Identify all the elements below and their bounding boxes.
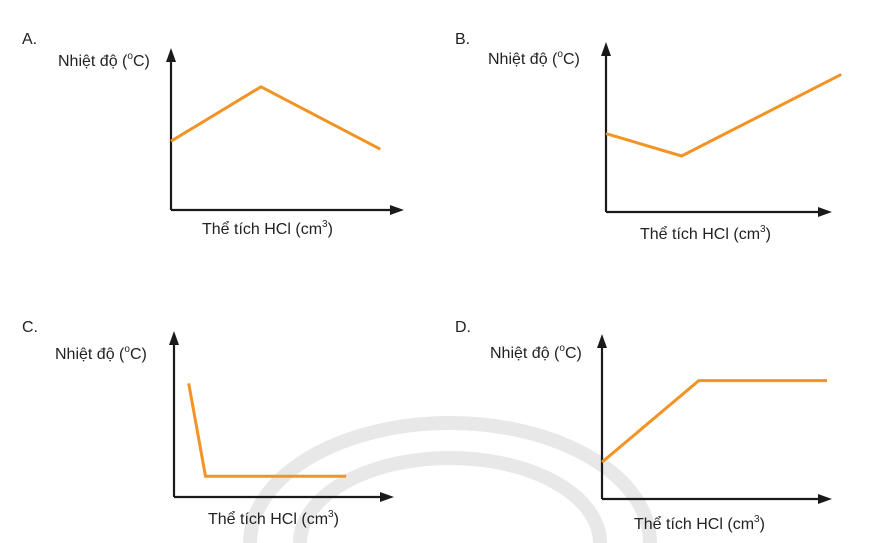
temperature-series-line bbox=[601, 379, 827, 464]
y-axis-label: Nhiệt độ (oC) bbox=[55, 344, 147, 363]
panel-letter: A. bbox=[22, 31, 37, 48]
chart-panel-c: C. Nhiệt độ (oC) Thể tích HCl (cm3) bbox=[22, 319, 394, 528]
watermark-logo bbox=[243, 416, 657, 543]
x-axis-label: Thể tích HCl (cm3) bbox=[634, 514, 765, 533]
x-axis-arrow bbox=[818, 494, 832, 504]
x-axis-label: Thể tích HCl (cm3) bbox=[640, 224, 771, 243]
x-axis-arrow bbox=[390, 205, 404, 215]
x-axis-arrow bbox=[380, 492, 394, 502]
x-axis-arrow bbox=[818, 207, 832, 217]
chart-panel-b: B. Nhiệt độ (oC) Thể tích HCl (cm3) bbox=[455, 31, 842, 243]
temperature-series-line bbox=[187, 383, 347, 478]
x-axis-label: Thể tích HCl (cm3) bbox=[208, 509, 339, 528]
chart-panel-d: D. Nhiệt độ (oC) Thể tích HCl (cm3) bbox=[455, 319, 832, 533]
y-axis-arrow bbox=[169, 331, 179, 345]
y-axis-label: Nhiệt độ (oC) bbox=[58, 51, 150, 70]
temperature-series-line bbox=[605, 73, 842, 158]
y-axis-arrow bbox=[166, 48, 176, 62]
y-axis-label: Nhiệt độ (oC) bbox=[490, 343, 582, 362]
chart-panel-a: A. Nhiệt độ (oC) Thể tích HCl (cm3) bbox=[22, 31, 404, 238]
y-axis-arrow bbox=[597, 334, 607, 348]
y-axis-arrow bbox=[601, 42, 611, 56]
panel-letter: B. bbox=[455, 31, 470, 48]
x-axis-label: Thể tích HCl (cm3) bbox=[202, 219, 333, 238]
panel-letter: D. bbox=[455, 319, 471, 336]
y-axis-label: Nhiệt độ (oC) bbox=[488, 49, 580, 68]
temperature-series-line bbox=[170, 85, 381, 151]
panel-letter: C. bbox=[22, 319, 38, 336]
